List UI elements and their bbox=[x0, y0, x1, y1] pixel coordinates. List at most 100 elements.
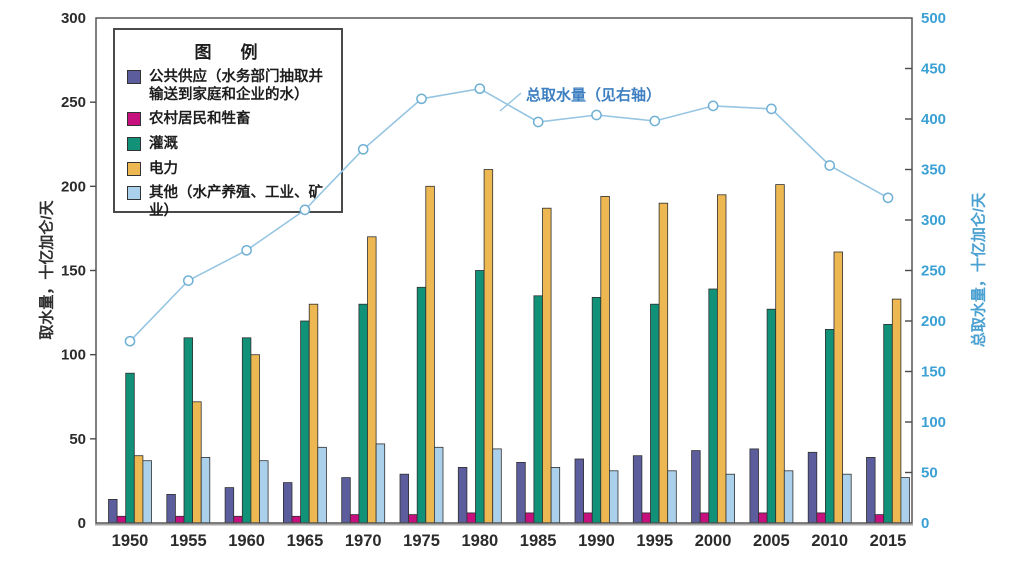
bar-2005 bbox=[766, 308, 777, 524]
right-tick-label: 250 bbox=[921, 263, 946, 280]
legend-label: 农村居民和牲畜 bbox=[149, 111, 251, 128]
irrigation-swatch bbox=[127, 137, 141, 152]
bar-1995 bbox=[641, 512, 651, 524]
legend-item-rural: 农村居民和牲畜 bbox=[127, 111, 331, 129]
legend-label: 公共供应（水务部门抽取并输送到家庭和企业的水） bbox=[149, 69, 323, 103]
right-tick-label: 100 bbox=[921, 414, 946, 431]
plot-border bbox=[95, 17, 913, 524]
total-withdrawal-marker-1965 bbox=[299, 204, 311, 216]
left-tick-label: 250 bbox=[61, 94, 86, 111]
bar-1950 bbox=[133, 455, 144, 524]
bar-1980 bbox=[492, 448, 502, 524]
bar-group-1975 bbox=[399, 185, 444, 524]
bar-1955 bbox=[183, 337, 194, 524]
bar-1975 bbox=[416, 286, 427, 524]
left-tick-label: 300 bbox=[61, 10, 86, 27]
bar-group-1955 bbox=[166, 337, 211, 524]
bar-1965 bbox=[291, 515, 302, 524]
total-withdrawal-marker-1955 bbox=[182, 275, 194, 286]
bar-group-2005 bbox=[749, 184, 794, 524]
bar-1970 bbox=[349, 514, 360, 524]
bar-group-1965 bbox=[282, 303, 327, 524]
bar-2010 bbox=[833, 251, 844, 524]
x-tick-label: 1990 bbox=[578, 532, 615, 550]
bar-1990 bbox=[609, 470, 619, 524]
left-tick-label: 50 bbox=[69, 431, 86, 448]
legend-item-other: 其他（水产养殖、工业、矿业） bbox=[127, 185, 331, 220]
bar-2010 bbox=[825, 328, 835, 524]
bar-2010 bbox=[807, 451, 818, 524]
bar-2000 bbox=[717, 194, 727, 524]
bar-group-1990 bbox=[574, 195, 619, 524]
bar-group-1970 bbox=[341, 236, 386, 524]
bar-group-2000 bbox=[691, 194, 736, 524]
annotation-leader-line bbox=[499, 92, 522, 112]
bar-1985 bbox=[542, 207, 552, 524]
bar-2000 bbox=[691, 450, 701, 524]
bar-1950 bbox=[108, 498, 118, 524]
bar-1985 bbox=[524, 512, 535, 524]
legend-label: 电力 bbox=[149, 160, 178, 177]
bar-1980 bbox=[483, 169, 494, 524]
total-withdrawal-marker-1995 bbox=[649, 115, 661, 127]
bar-1950 bbox=[116, 515, 127, 524]
right-tick-label: 150 bbox=[921, 364, 946, 381]
bar-2005 bbox=[758, 512, 768, 524]
legend-item-irrigation: 灌溉 bbox=[127, 136, 331, 154]
bar-1960 bbox=[250, 354, 260, 524]
legend-item-public-supply: 公共供应（水务部门抽取并输送到家庭和企业的水） bbox=[127, 69, 331, 104]
bar-2015 bbox=[866, 456, 876, 524]
bar-1955 bbox=[200, 456, 211, 524]
total-withdrawal-annotation: 总取水量（见右轴） bbox=[526, 87, 662, 104]
bar-1980 bbox=[475, 270, 485, 524]
bar-1965 bbox=[317, 446, 327, 524]
bar-1970 bbox=[367, 236, 377, 524]
right-tick-label: 400 bbox=[921, 111, 946, 128]
total-withdrawal-line bbox=[129, 87, 889, 342]
left-tick-label: 0 bbox=[78, 515, 86, 532]
bar-1965 bbox=[308, 303, 319, 524]
bar-1960 bbox=[259, 460, 269, 524]
bar-1995 bbox=[667, 470, 677, 524]
bar-2005 bbox=[775, 184, 785, 524]
bar-group-2015 bbox=[866, 298, 910, 524]
x-tick-label: 1965 bbox=[287, 532, 324, 550]
bar-1990 bbox=[591, 296, 602, 524]
bar-group-1980 bbox=[457, 169, 502, 524]
bar-2015 bbox=[883, 323, 893, 524]
x-tick-label: 2000 bbox=[695, 532, 732, 550]
bar-1960 bbox=[224, 487, 235, 524]
rural-swatch bbox=[127, 112, 141, 127]
x-tick-label: 1995 bbox=[636, 532, 673, 550]
x-tick-label: 1960 bbox=[228, 532, 265, 550]
bar-1990 bbox=[583, 512, 593, 524]
bar-group-1960 bbox=[224, 337, 269, 524]
bar-1990 bbox=[600, 195, 610, 524]
total-withdrawal-marker-2015 bbox=[882, 192, 894, 204]
bar-2015 bbox=[891, 298, 902, 524]
bar-1980 bbox=[457, 466, 468, 524]
left-tick-label: 100 bbox=[61, 347, 86, 364]
bar-2010 bbox=[842, 473, 852, 524]
bar-2015 bbox=[874, 514, 885, 524]
bar-group-2010 bbox=[807, 251, 852, 524]
x-tick-label: 1955 bbox=[170, 532, 207, 550]
bar-group-1995 bbox=[632, 202, 677, 524]
bar-1985 bbox=[516, 461, 526, 524]
bar-1960 bbox=[233, 515, 243, 524]
total-withdrawal-marker-1960 bbox=[241, 244, 252, 256]
bar-1955 bbox=[192, 401, 202, 524]
bar-1955 bbox=[174, 515, 185, 524]
bar-1950 bbox=[125, 372, 135, 524]
x-tick-label: 2005 bbox=[753, 532, 790, 550]
bar-1995 bbox=[658, 202, 669, 524]
right-tick-label: 0 bbox=[921, 515, 929, 532]
bar-1985 bbox=[533, 295, 543, 524]
bar-1975 bbox=[408, 514, 418, 524]
power-swatch bbox=[127, 161, 141, 176]
bar-1965 bbox=[300, 320, 310, 524]
bar-1970 bbox=[341, 477, 351, 524]
bar-2000 bbox=[699, 512, 710, 524]
